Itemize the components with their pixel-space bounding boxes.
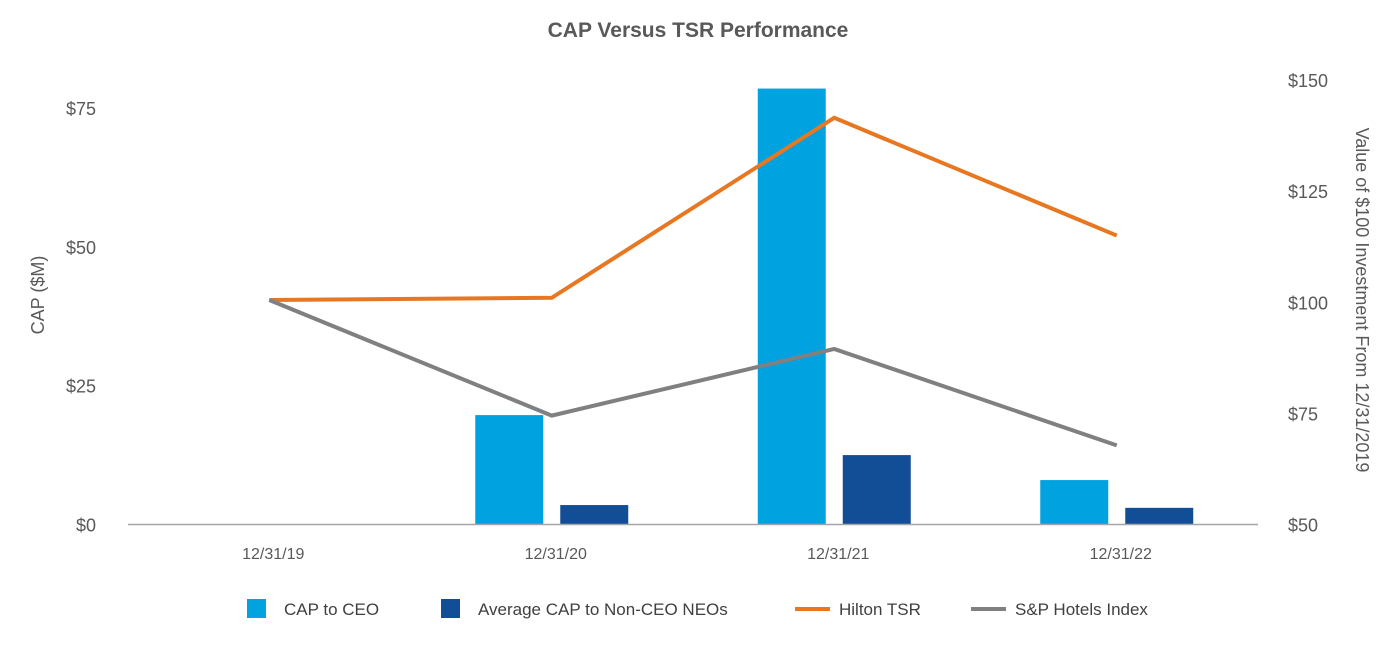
right-tick-label: $75 [1288,404,1318,424]
right-axis-ticks: $50 $75 $100 $125 $150 [1288,71,1328,536]
bar [560,505,629,525]
chart-title: CAP Versus TSR Performance [548,19,849,42]
left-tick-label: $50 [66,238,96,258]
series-line [268,298,1118,448]
x-tick-label: 12/31/22 [1090,546,1152,563]
legend-label: S&P Hotels Index [1015,600,1148,619]
legend-label: CAP to CEO [284,600,379,619]
bar [1125,507,1194,525]
legend-swatch [441,599,460,618]
bar [475,415,544,525]
legend-label: Hilton TSR [839,600,921,619]
x-tick-label: 12/31/21 [807,546,869,563]
bar [1040,480,1109,525]
right-tick-label: $150 [1288,71,1328,91]
right-tick-label: $100 [1288,293,1328,313]
left-tick-label: $25 [66,377,96,397]
line-series [268,115,1118,448]
left-tick-label: $75 [66,99,96,119]
x-axis-ticks: 12/31/19 12/31/20 12/31/21 12/31/22 [242,546,1152,563]
left-tick-label: $0 [76,516,96,536]
left-axis-ticks: $0 $25 $50 $75 [66,99,96,536]
series-line [269,115,1118,303]
x-tick-label: 12/31/19 [242,546,304,563]
legend: CAP to CEO Average CAP to Non-CEO NEOs Hil… [247,599,1148,619]
right-axis-label: Value of $100 Investment From 12/31/2019 [1352,128,1372,473]
bar-series [475,88,1194,525]
bar [842,455,911,525]
legend-swatch [247,599,266,618]
right-tick-label: $125 [1288,182,1328,202]
left-axis-label: CAP ($M) [28,256,48,335]
bar [757,88,826,525]
right-tick-label: $50 [1288,516,1318,536]
x-tick-label: 12/31/20 [525,546,587,563]
legend-label: Average CAP to Non-CEO NEOs [478,600,728,619]
